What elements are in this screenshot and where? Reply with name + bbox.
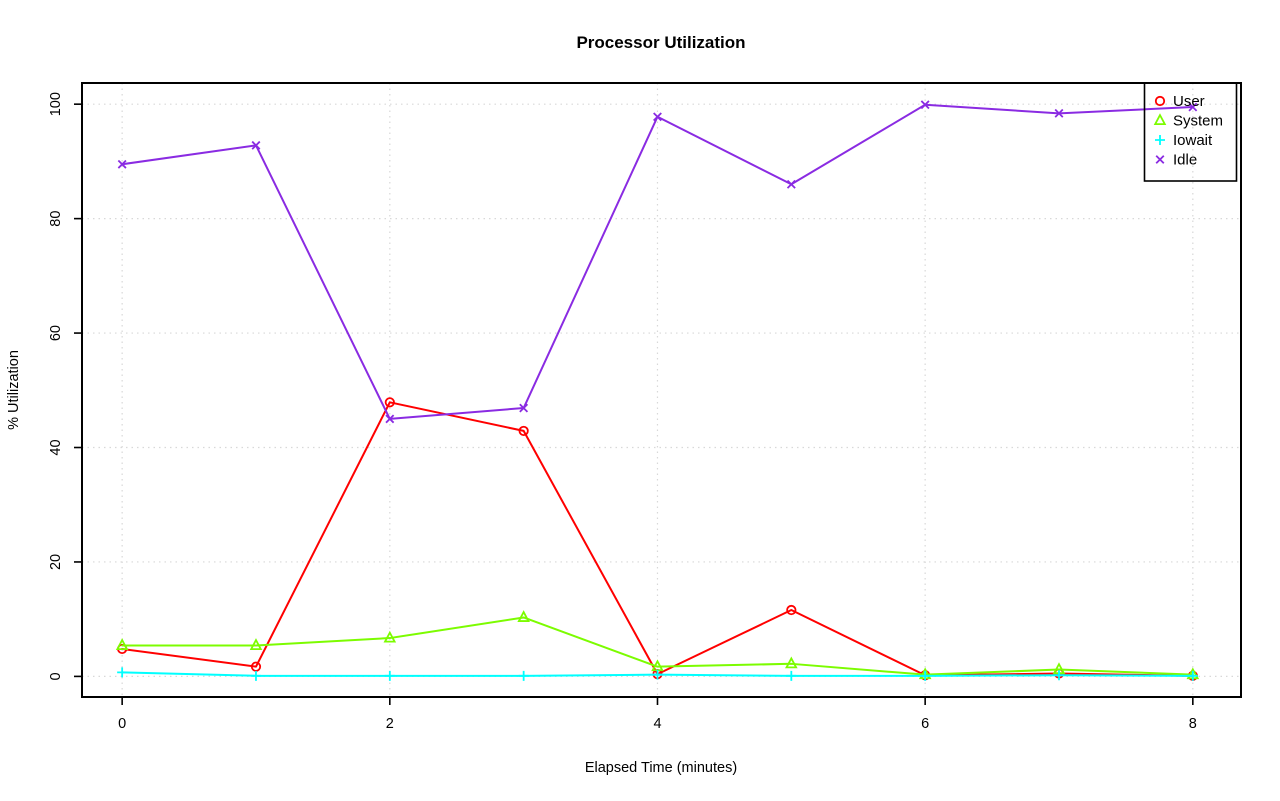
y-tick-label: 20 <box>48 554 64 570</box>
y-tick-label: 100 <box>48 92 64 116</box>
marker-x <box>653 112 662 122</box>
y-tick-label: 40 <box>48 439 64 455</box>
legend-item-system: System <box>1153 113 1223 130</box>
x-tick-label: 0 <box>118 716 126 732</box>
series-layer <box>115 100 1200 681</box>
marker-plus <box>652 669 663 680</box>
marker-plus <box>117 667 128 678</box>
series-system-line <box>121 616 1194 676</box>
legend-item-label: User <box>1173 93 1205 110</box>
y-tick-label: 0 <box>48 672 64 680</box>
legend-box <box>1143 82 1238 182</box>
y-axis: 0 20 40 60 80 100 <box>48 92 82 680</box>
legend-item-iowait: Iowait <box>1155 132 1213 149</box>
x-axis: 0 2 4 6 8 <box>118 697 1197 732</box>
marker-plus <box>518 670 529 681</box>
marker-x <box>1054 108 1064 118</box>
marker-x <box>519 403 529 413</box>
marker-x <box>1155 155 1165 164</box>
marker-plus <box>384 670 395 681</box>
marker-x <box>1188 102 1198 112</box>
marker-triangle <box>1153 113 1167 125</box>
marker-circle <box>384 397 395 408</box>
x-tick-label: 6 <box>921 716 929 732</box>
marker-triangle <box>115 638 129 650</box>
marker-plus <box>1053 670 1064 681</box>
marker-plus <box>1155 135 1165 145</box>
legend-item-user: User <box>1154 93 1205 110</box>
chart-title: Processor Utilization <box>576 33 745 52</box>
marker-triangle <box>383 630 397 643</box>
marker-circle <box>786 604 797 616</box>
legend: User System Iowait Idle <box>1143 82 1238 182</box>
marker-circle <box>1154 95 1166 107</box>
y-axis-label: % Utilization <box>6 350 22 430</box>
x-tick-label: 2 <box>386 716 394 732</box>
marker-x <box>251 140 261 150</box>
marker-plus <box>1187 670 1198 681</box>
legend-item-label: Iowait <box>1173 132 1213 149</box>
y-tick-label: 60 <box>48 325 64 341</box>
series-iowait <box>117 667 1198 681</box>
legend-item-label: System <box>1173 113 1223 130</box>
marker-triangle <box>785 656 798 669</box>
marker-x <box>117 159 127 169</box>
marker-plus <box>250 670 261 681</box>
x-tick-label: 8 <box>1189 716 1197 732</box>
marker-x <box>920 100 930 110</box>
marker-plus <box>786 670 797 681</box>
marker-x <box>786 179 796 189</box>
y-tick-label: 80 <box>48 211 64 227</box>
marker-plus <box>920 670 931 681</box>
legend-item-label: Idle <box>1173 152 1197 169</box>
marker-triangle <box>517 610 530 622</box>
marker-circle <box>518 425 529 437</box>
legend-item-idle: Idle <box>1155 152 1197 169</box>
marker-x <box>385 414 395 424</box>
x-tick-label: 4 <box>653 716 661 732</box>
marker-triangle <box>249 638 263 650</box>
plot-border <box>81 82 1242 698</box>
x-axis-label: Elapsed Time (minutes) <box>585 760 737 776</box>
series-idle <box>117 100 1198 424</box>
